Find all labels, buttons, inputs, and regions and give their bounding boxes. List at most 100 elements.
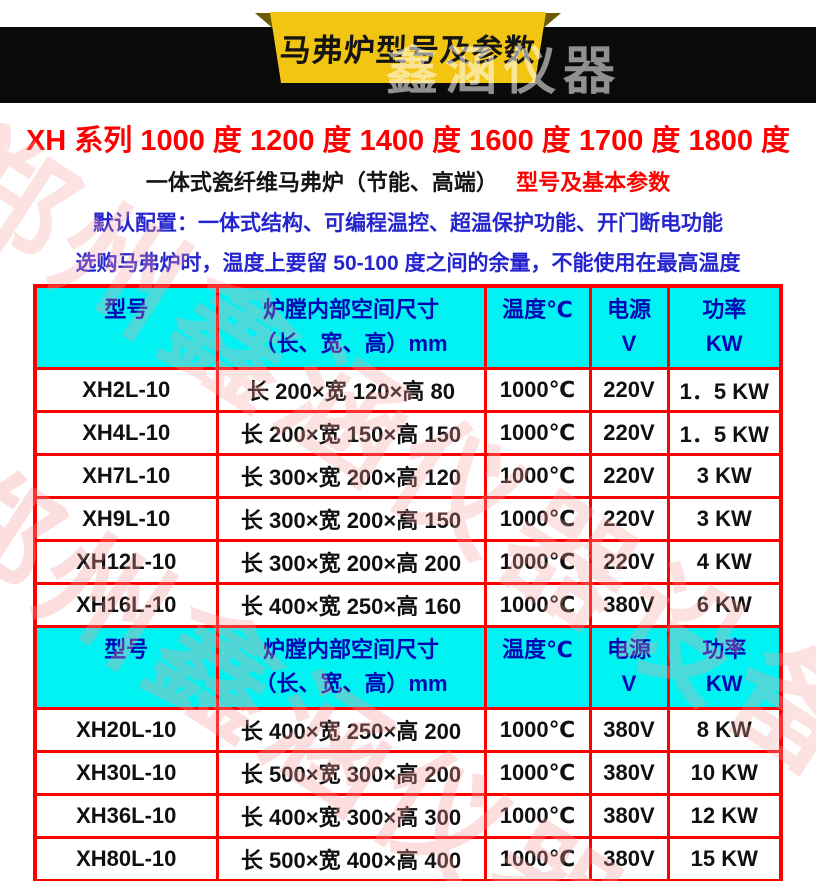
header-voltage-line1: 电源: [606, 297, 651, 322]
table-row: XH16L-10 长 400×宽 250×高 160 1000℃ 380V 6 …: [33, 582, 783, 628]
table-row: XH4L-10 长 200×宽 150×高 150 1000℃ 220V 1．5…: [33, 410, 783, 456]
cell-voltage: 380V: [588, 707, 670, 753]
table-row: XH2L-10 长 200×宽 120×高 80 1000℃ 220V 1．5 …: [33, 367, 783, 413]
table-row: XH9L-10 长 300×宽 200×高 150 1000℃ 220V 3 K…: [33, 496, 783, 542]
cell-voltage: 220V: [588, 367, 670, 413]
header-size-line1: 炉膛内部空间尺寸: [262, 297, 439, 322]
cell-model: XH30L-10: [33, 750, 219, 796]
header-size: 炉膛内部空间尺寸 （长、宽、高）mm: [215, 625, 487, 710]
header-voltage: 电源 V: [588, 284, 670, 370]
cell-model: XH16L-10: [33, 582, 219, 628]
cell-voltage: 380V: [588, 750, 670, 796]
table-row: XH80L-10 长 500×宽 400×高 400 1000℃ 380V 15…: [33, 836, 783, 881]
table-row: XH20L-10 长 400×宽 250×高 200 1000℃ 380V 8 …: [33, 707, 783, 753]
table-row: XH12L-10 长 300×宽 200×高 200 1000℃ 220V 4 …: [33, 539, 783, 585]
cell-power: 1．5 KW: [666, 367, 783, 413]
header-voltage-line2: V: [621, 331, 637, 356]
header-power-line1: 功率: [702, 637, 747, 662]
header-temp-label: 温度℃: [502, 297, 573, 322]
table-row: XH36L-10 长 400×宽 300×高 300 1000℃ 380V 12…: [33, 793, 783, 839]
badge-title: 马弗炉型号及参数: [278, 33, 537, 68]
table-row: XH7L-10 长 300×宽 200×高 120 1000℃ 220V 3 K…: [33, 453, 783, 499]
subtitle-product: 一体式瓷纤维马弗炉（节能、高端）: [145, 170, 498, 195]
cell-temp: 1000℃: [483, 793, 592, 839]
cell-power: 6 KW: [666, 582, 783, 628]
cell-voltage: 220V: [588, 539, 670, 585]
cell-model: XH20L-10: [33, 707, 219, 753]
spec-table: 型号 炉膛内部空间尺寸 （长、宽、高）mm 温度℃ 电源 V 功率 KW XH2L-1…: [33, 284, 783, 881]
cell-model: XH2L-10: [33, 367, 219, 413]
cell-size: 长 400×宽 250×高 200: [215, 707, 487, 753]
header-model: 型号: [33, 284, 219, 370]
cell-size: 长 300×宽 200×高 200: [215, 539, 487, 585]
cell-model: XH80L-10: [33, 836, 219, 881]
cell-size: 长 300×宽 200×高 150: [215, 496, 487, 542]
default-config-note: 默认配置：一体式结构、可编程温控、超温保护功能、开门断电功能: [93, 212, 723, 235]
cell-temp: 1000℃: [483, 582, 592, 628]
cell-power: 1．5 KW: [666, 410, 783, 456]
header-power: 功率 KW: [666, 284, 783, 370]
purchase-advice-note: 选购马弗炉时，温度上要留 50-100 度之间的余量，不能使用在最高温度: [75, 252, 741, 275]
cell-model: XH4L-10: [33, 410, 219, 456]
top-banner: 马弗炉型号及参数 鑫涵仪器: [0, 0, 816, 103]
header-power-line1: 功率: [702, 297, 747, 322]
cell-voltage: 380V: [588, 836, 670, 881]
series-title: XH 系列 1000 度 1200 度 1400 度 1600 度 1700 度…: [25, 125, 791, 157]
intro-section: XH 系列 1000 度 1200 度 1400 度 1600 度 1700 度…: [0, 124, 816, 276]
cell-model: XH9L-10: [33, 496, 219, 542]
header-temp-label: 温度℃: [502, 637, 573, 662]
table-header-row: 型号 炉膛内部空间尺寸 （长、宽、高）mm 温度℃ 电源 V 功率 KW: [33, 625, 783, 710]
subtitle-params: 型号及基本参数: [516, 170, 671, 195]
header-voltage-line1: 电源: [606, 637, 651, 662]
cell-voltage: 220V: [588, 496, 670, 542]
cell-power: 12 KW: [666, 793, 783, 839]
header-model-label: 型号: [104, 297, 149, 322]
cell-model: XH12L-10: [33, 539, 219, 585]
cell-power: 4 KW: [666, 539, 783, 585]
cell-size: 长 500×宽 300×高 200: [215, 750, 487, 796]
cell-size: 长 200×宽 120×高 80: [215, 367, 487, 413]
cell-size: 长 300×宽 200×高 120: [215, 453, 487, 499]
header-temp: 温度℃: [483, 625, 592, 710]
cell-size: 长 400×宽 250×高 160: [215, 582, 487, 628]
header-voltage-line2: V: [621, 671, 637, 696]
cell-size: 长 400×宽 300×高 300: [215, 793, 487, 839]
cell-model: XH36L-10: [33, 793, 219, 839]
cell-model: XH7L-10: [33, 453, 219, 499]
header-size: 炉膛内部空间尺寸 （长、宽、高）mm: [215, 284, 487, 370]
header-size-line2: （长、宽、高）mm: [254, 671, 448, 696]
table-header-row: 型号 炉膛内部空间尺寸 （长、宽、高）mm 温度℃ 电源 V 功率 KW: [33, 284, 783, 370]
ribbon-badge: 马弗炉型号及参数: [270, 12, 546, 83]
header-model: 型号: [33, 625, 219, 710]
cell-temp: 1000℃: [483, 836, 592, 881]
cell-temp: 1000℃: [483, 496, 592, 542]
cell-voltage: 380V: [588, 582, 670, 628]
cell-voltage: 220V: [588, 410, 670, 456]
header-power-line2: KW: [705, 671, 743, 696]
cell-power: 8 KW: [666, 707, 783, 753]
cell-temp: 1000℃: [483, 453, 592, 499]
cell-voltage: 380V: [588, 793, 670, 839]
header-size-line1: 炉膛内部空间尺寸: [262, 637, 439, 662]
subtitle-line: 一体式瓷纤维马弗炉（节能、高端） 型号及基本参数: [0, 169, 816, 196]
header-power: 功率 KW: [666, 625, 783, 710]
header-model-label: 型号: [104, 637, 149, 662]
cell-power: 3 KW: [666, 453, 783, 499]
cell-temp: 1000℃: [483, 539, 592, 585]
cell-temp: 1000℃: [483, 707, 592, 753]
header-size-line2: （长、宽、高）mm: [254, 331, 448, 356]
cell-temp: 1000℃: [483, 750, 592, 796]
cell-power: 10 KW: [666, 750, 783, 796]
header-power-line2: KW: [705, 331, 743, 356]
cell-voltage: 220V: [588, 453, 670, 499]
cell-power: 15 KW: [666, 836, 783, 881]
table-row: XH30L-10 长 500×宽 300×高 200 1000℃ 380V 10…: [33, 750, 783, 796]
cell-temp: 1000℃: [483, 410, 592, 456]
cell-size: 长 200×宽 150×高 150: [215, 410, 487, 456]
cell-size: 长 500×宽 400×高 400: [215, 836, 487, 881]
cell-power: 3 KW: [666, 496, 783, 542]
cell-temp: 1000℃: [483, 367, 592, 413]
header-voltage: 电源 V: [588, 625, 670, 710]
header-temp: 温度℃: [483, 284, 592, 370]
